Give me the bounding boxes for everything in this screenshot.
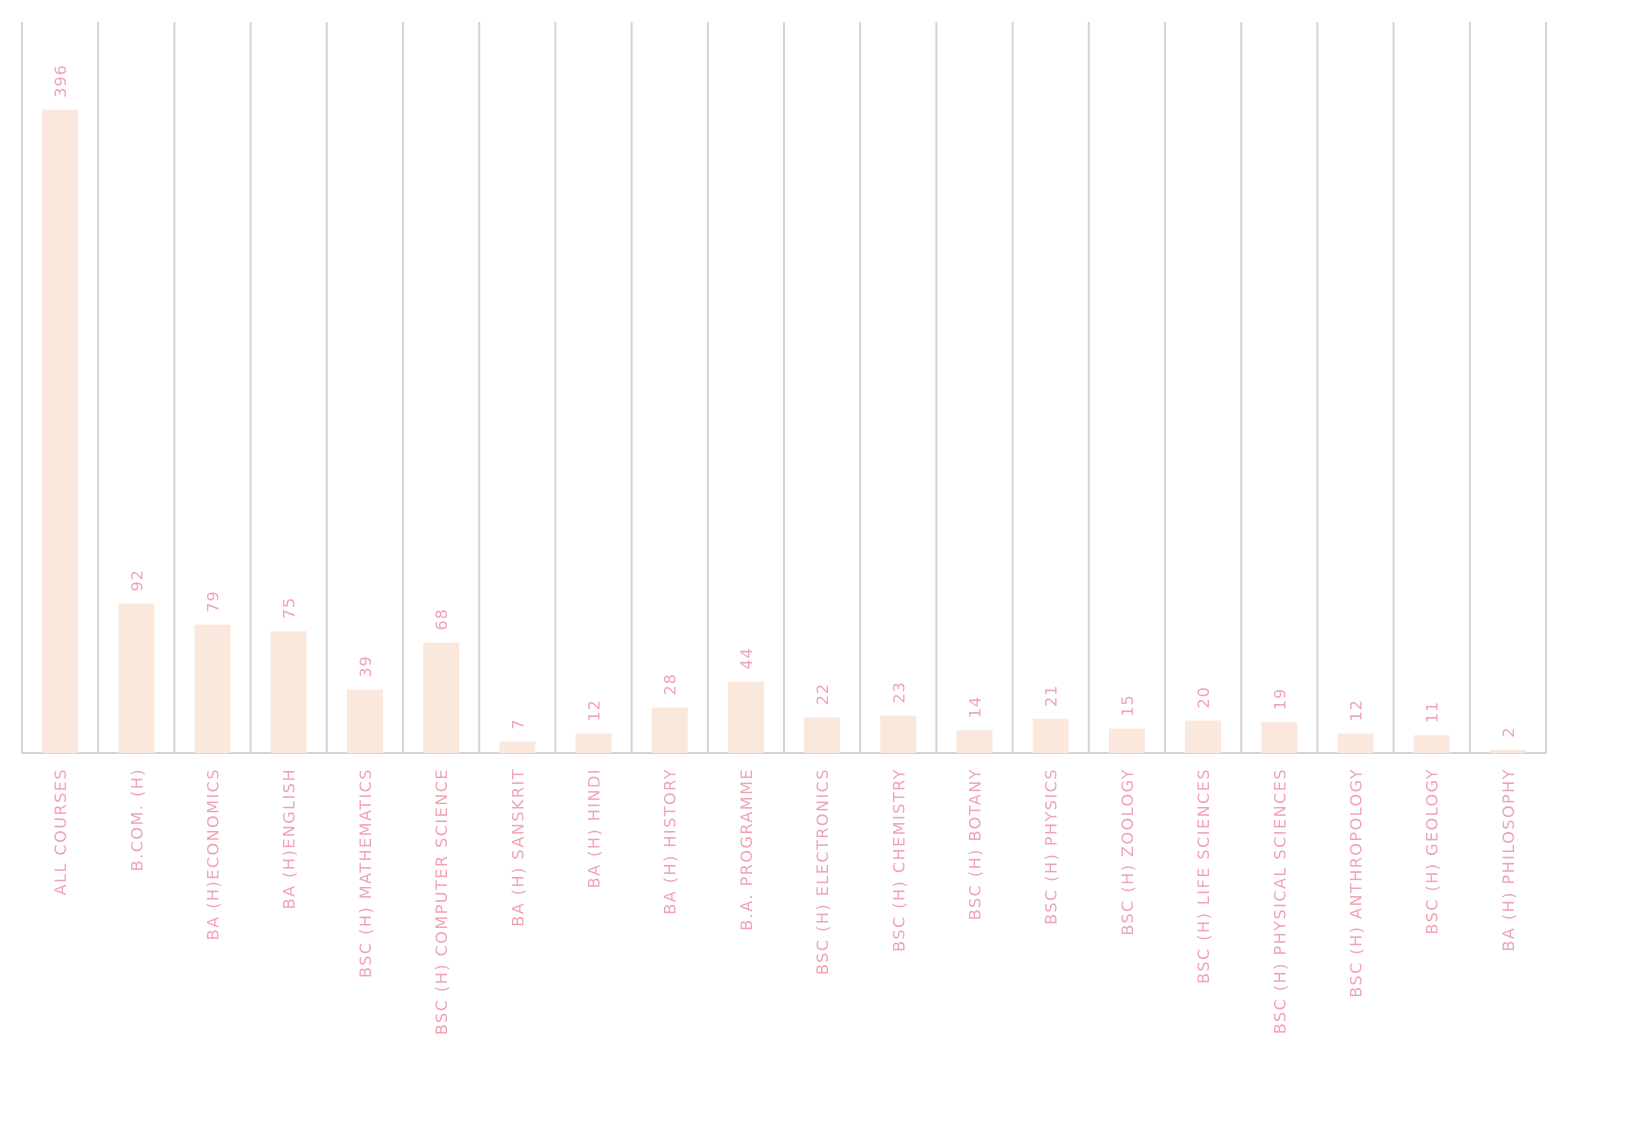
bar: [727, 681, 764, 753]
bar: [346, 689, 383, 753]
category-label: BSC (H) ELECTRONICS: [813, 768, 832, 975]
category-label: BA (H) HISTORY: [661, 768, 680, 915]
bar: [423, 642, 460, 753]
value-labels: 396 92 79 75 39 68 7 12 28 44 22 23 14 21 15 20 19 12 11 2: [51, 64, 1518, 738]
category-label: BA (H) PHILOSOPHY: [1499, 768, 1518, 952]
value-label: 28: [661, 673, 680, 695]
category-label: BA (H)ENGLISH: [280, 768, 299, 909]
value-label: 79: [204, 590, 223, 612]
value-label: 11: [1423, 701, 1442, 723]
value-label: 396: [51, 64, 70, 98]
category-label: BSC (H) CHEMISTRY: [889, 768, 908, 952]
value-label: 68: [432, 608, 451, 630]
bar: [1032, 718, 1069, 753]
bar: [499, 741, 536, 753]
value-label: 22: [813, 683, 832, 705]
grid-lines: [21, 22, 1547, 754]
value-label: 44: [737, 647, 756, 669]
value-label: 20: [1194, 686, 1213, 708]
bar: [270, 631, 307, 753]
bar: [1489, 749, 1526, 753]
category-label: B.A. PROGRAMME: [737, 768, 756, 931]
value-label: 15: [1118, 694, 1137, 716]
value-label: 39: [356, 655, 375, 677]
category-label: BSC (H) ZOOLOGY: [1118, 768, 1137, 936]
bar: [880, 715, 917, 753]
category-label: BSC (H) GEOLOGY: [1423, 768, 1442, 935]
category-label: BSC (H) PHYSICS: [1042, 768, 1061, 925]
bar: [194, 624, 231, 753]
value-label: 19: [1270, 688, 1289, 710]
category-label: BSC (H) COMPUTER SCIENCE: [432, 768, 451, 1035]
category-label: BA (H) SANSKRIT: [508, 768, 527, 927]
bar: [1337, 733, 1374, 753]
category-label: BSC (H) LIFE SCIENCES: [1194, 768, 1213, 984]
category-label: ALL COURSES: [51, 768, 70, 895]
category-label: BSC (H) PHYSICAL SCIENCES: [1270, 768, 1289, 1034]
bar: [804, 717, 841, 753]
bar: [1261, 722, 1298, 753]
value-label: 21: [1042, 685, 1061, 707]
bar: [1413, 735, 1450, 753]
value-label: 92: [127, 569, 146, 591]
category-label: BSC (H) ANTHROPOLOGY: [1347, 768, 1366, 998]
value-label: 7: [508, 718, 527, 729]
value-label: 2: [1499, 727, 1518, 738]
category-label: BSC (H) BOTANY: [966, 768, 985, 920]
bar: [1108, 728, 1145, 753]
value-label: 12: [585, 699, 604, 721]
value-label: 75: [280, 597, 299, 619]
category-labels: ALL COURSES B.COM. (H) BA (H)ECONOMICS BA (…: [51, 768, 1518, 1035]
bar: [118, 603, 155, 753]
value-label: 23: [889, 681, 908, 703]
category-label: BSC (H) MATHEMATICS: [356, 768, 375, 978]
category-label: BA (H)ECONOMICS: [204, 768, 223, 940]
bar: [575, 733, 612, 753]
value-label: 12: [1347, 699, 1366, 721]
category-label: B.COM. (H): [127, 768, 146, 871]
bar: [42, 109, 79, 754]
bar: [1185, 720, 1222, 753]
value-label: 14: [966, 696, 985, 718]
bar: [956, 730, 993, 753]
category-label: BA (H) HINDI: [585, 768, 604, 888]
bars: [42, 109, 1526, 754]
bar: [651, 707, 688, 753]
